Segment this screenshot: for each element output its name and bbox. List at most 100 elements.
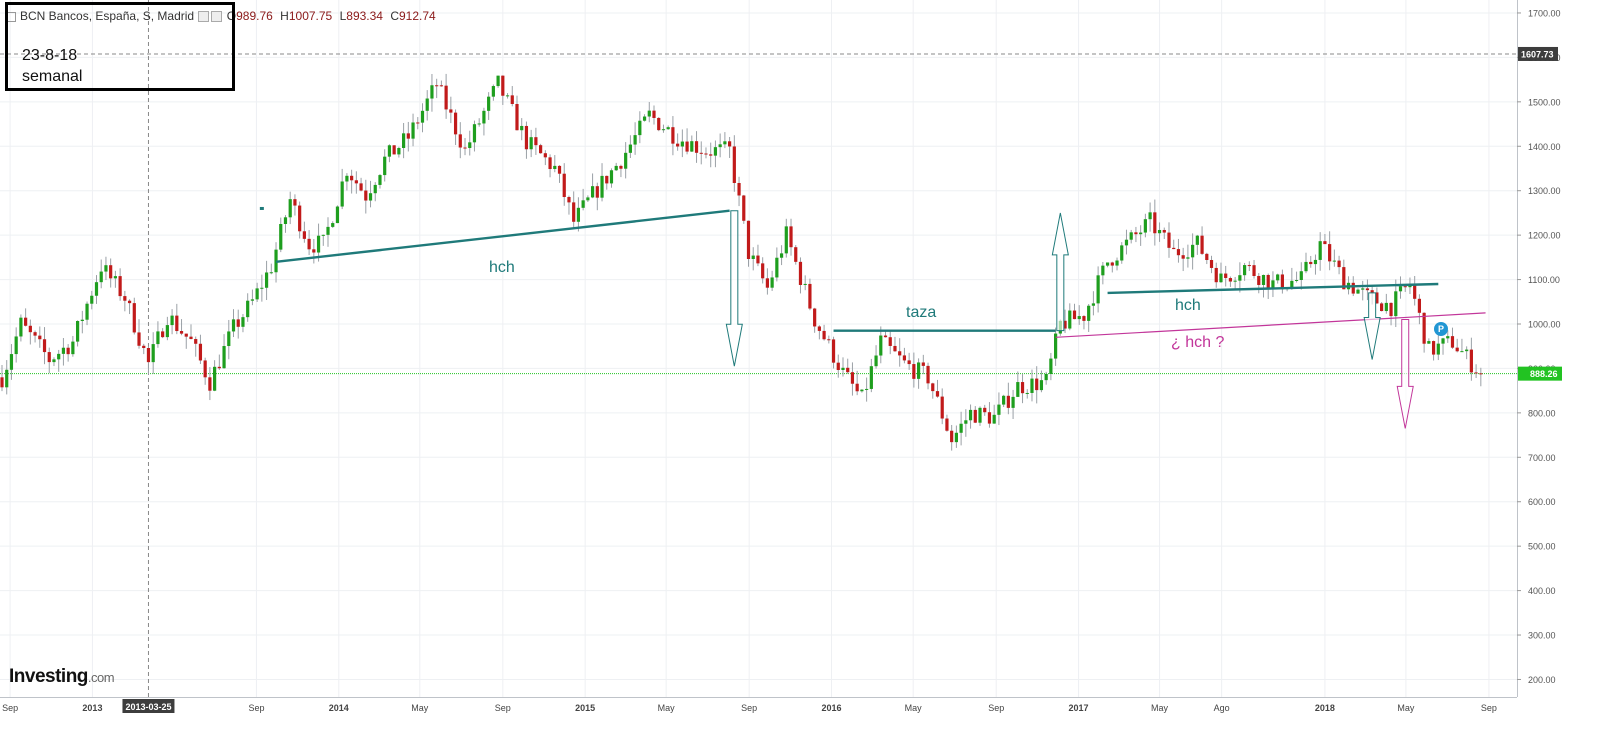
candle-down xyxy=(1200,235,1204,254)
candle-up xyxy=(378,175,382,185)
low-label: L xyxy=(339,9,347,23)
candle-up xyxy=(430,85,434,99)
candle-down xyxy=(453,112,458,135)
candle-down xyxy=(392,145,396,155)
candle-down xyxy=(416,122,420,124)
candle-down xyxy=(1006,395,1010,408)
candle-up xyxy=(1054,333,1058,359)
candle-down xyxy=(1389,302,1393,317)
ohlc-legend: BCN Bancos, España, S, Madrid O989.76 H1… xyxy=(6,9,440,23)
candle-down xyxy=(1469,349,1473,373)
candle-down xyxy=(1380,303,1384,312)
candle-up xyxy=(661,129,666,131)
candle-up xyxy=(624,152,628,169)
annotation-hch-right: hch xyxy=(1175,297,1201,314)
candle-up xyxy=(964,420,968,424)
candle-up xyxy=(666,127,670,130)
candle-down xyxy=(813,308,817,327)
candle-down xyxy=(704,153,708,155)
candle-down xyxy=(1403,286,1407,288)
time-tick-label: 2013 xyxy=(82,703,102,713)
candle-up xyxy=(959,423,963,433)
candle-up xyxy=(992,414,996,424)
candle-up xyxy=(1294,279,1299,281)
candle-down xyxy=(1479,373,1483,375)
candle-down xyxy=(1474,372,1478,374)
candle-down xyxy=(694,141,699,153)
candle-down xyxy=(1342,267,1346,290)
candle-down xyxy=(728,141,732,147)
candle-down xyxy=(605,175,609,184)
candle-up xyxy=(246,300,250,318)
candle-down xyxy=(1020,382,1025,394)
candle-up xyxy=(151,344,155,363)
candle-up xyxy=(387,145,392,157)
candle-up xyxy=(1313,259,1318,265)
candle-down xyxy=(42,339,47,353)
candle-up xyxy=(1446,336,1450,339)
candle-down xyxy=(671,127,675,144)
candle-up xyxy=(340,181,344,207)
candle-down xyxy=(302,231,306,239)
candle-up xyxy=(1271,280,1275,290)
candle-up xyxy=(401,133,406,148)
time-tick-label: May xyxy=(1151,703,1169,713)
candle-down xyxy=(893,345,897,352)
candle-down xyxy=(1228,278,1233,282)
candle-up xyxy=(496,75,500,87)
candle-up xyxy=(1304,261,1308,272)
price-tick-label: 200.00 xyxy=(1528,675,1556,685)
candle-up xyxy=(331,223,335,227)
candle-down xyxy=(1176,249,1181,256)
candle-up xyxy=(345,175,349,182)
candle-up xyxy=(690,141,694,152)
candle-down xyxy=(1375,292,1379,304)
legend-toggle-icon[interactable] xyxy=(198,11,210,23)
candle-up xyxy=(841,367,845,370)
low-value: 893.34 xyxy=(346,9,383,23)
candle-up xyxy=(75,321,80,342)
candle-down xyxy=(846,367,850,373)
time-tick-label: Sep xyxy=(1481,703,1497,713)
candle-down xyxy=(931,383,935,392)
candle-down xyxy=(973,409,977,423)
candle-up xyxy=(85,303,89,320)
candle-down xyxy=(161,331,165,338)
candle-down xyxy=(676,143,680,147)
crosshair-date-marker xyxy=(122,699,175,713)
candle-down xyxy=(1280,274,1284,290)
candle-down xyxy=(208,377,212,391)
candle-up xyxy=(468,142,472,149)
candle-down xyxy=(137,332,141,346)
candle-down xyxy=(118,276,122,297)
candle-down xyxy=(619,165,623,169)
candle-up xyxy=(968,409,973,421)
dividend-badge-icon[interactable]: P xyxy=(1434,322,1448,336)
candle-down xyxy=(142,345,146,349)
candle-down xyxy=(1134,232,1138,235)
candle-down xyxy=(789,226,793,248)
candle-down xyxy=(127,300,132,304)
candle-down xyxy=(33,332,37,336)
candle-up xyxy=(1030,378,1034,393)
candle-down xyxy=(1209,259,1214,268)
candle-down xyxy=(194,339,198,344)
time-tick-label: 2016 xyxy=(822,703,842,713)
candle-down xyxy=(1266,274,1270,290)
annotation-hch-left: hch xyxy=(489,259,515,276)
price-tick-label: 1700.00 xyxy=(1528,8,1561,18)
candle-down xyxy=(1337,260,1341,268)
price-tick-label: 1300.00 xyxy=(1528,186,1561,196)
candle-down xyxy=(28,325,32,333)
candle-down xyxy=(912,364,916,379)
candle-up xyxy=(420,110,425,123)
time-tick-label: 2018 xyxy=(1315,703,1335,713)
candle-down xyxy=(312,249,316,253)
candle-down xyxy=(350,175,354,181)
candle-down xyxy=(189,336,193,340)
candle-down xyxy=(539,145,543,154)
legend-settings-icon[interactable] xyxy=(211,11,223,23)
candle-down xyxy=(179,331,184,334)
